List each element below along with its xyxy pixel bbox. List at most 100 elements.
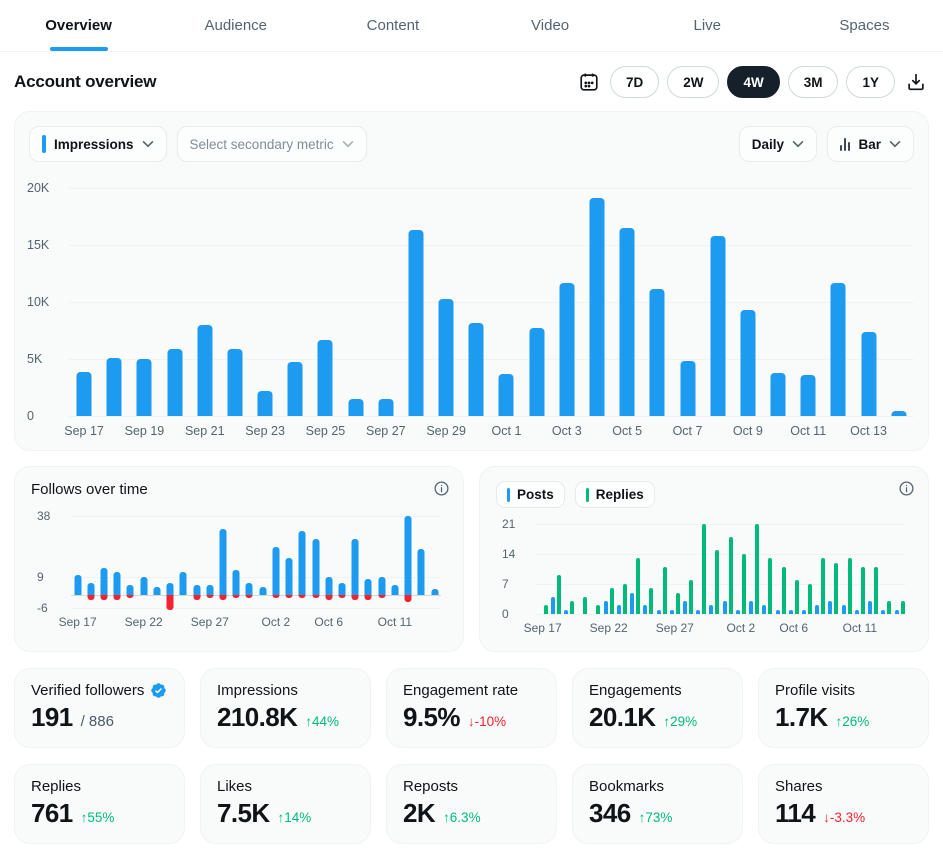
secondary-metric-select[interactable]: Select secondary metric: [177, 126, 367, 162]
posts-replies-replies-bar-oct-11[interactable]: [861, 567, 865, 614]
follows-over-time-follows-bar-sep-19[interactable]: [101, 568, 108, 595]
impressions-daily-bar-sep-24[interactable]: [288, 362, 303, 416]
impressions-daily-bar-sep-27[interactable]: [378, 399, 393, 416]
posts-replies-replies-bar-oct-12[interactable]: [874, 567, 878, 614]
tab-audience[interactable]: Audience: [157, 0, 314, 51]
follows-over-time-follows-bar-oct-14[interactable]: [431, 589, 438, 595]
impressions-daily-bar-oct-6[interactable]: [650, 289, 665, 416]
impressions-daily-bar-sep-18[interactable]: [107, 358, 122, 416]
range-2w[interactable]: 2W: [667, 66, 719, 98]
follows-over-time-unfollows-bar-oct-2[interactable]: [272, 595, 279, 597]
tab-overview[interactable]: Overview: [0, 0, 157, 51]
follows-over-time-follows-bar-sep-28[interactable]: [220, 529, 227, 596]
follows-info-button[interactable]: [433, 480, 450, 497]
posts-replies-replies-bar-oct-13[interactable]: [887, 601, 891, 614]
impressions-daily-bar-oct-10[interactable]: [771, 373, 786, 416]
follows-over-time-follows-bar-sep-29[interactable]: [233, 570, 240, 595]
impressions-daily-bar-oct-4[interactable]: [590, 198, 605, 416]
posts-replies-replies-bar-oct-5[interactable]: [782, 567, 786, 614]
posts-replies-replies-bar-oct-2[interactable]: [742, 554, 746, 614]
posts-replies-posts-bar-sep-29[interactable]: [696, 610, 700, 614]
follows-over-time-unfollows-bar-sep-28[interactable]: [220, 595, 227, 599]
follows-over-time-unfollows-bar-oct-9[interactable]: [365, 595, 372, 599]
follows-over-time-follows-bar-sep-26[interactable]: [193, 585, 200, 595]
follows-over-time-follows-bar-sep-24[interactable]: [167, 583, 174, 596]
tab-content[interactable]: Content: [314, 0, 471, 51]
impressions-daily-bar-sep-28[interactable]: [408, 230, 423, 416]
follows-over-time-follows-bar-sep-17[interactable]: [74, 575, 81, 596]
legend-chip-replies[interactable]: Replies: [575, 481, 655, 508]
follows-over-time-follows-bar-oct-5[interactable]: [312, 539, 319, 595]
follows-over-time-follows-bar-sep-23[interactable]: [153, 587, 160, 595]
posts-replies-replies-bar-sep-29[interactable]: [702, 524, 706, 614]
legend-chip-posts[interactable]: Posts: [496, 481, 565, 508]
follows-over-time-unfollows-bar-oct-7[interactable]: [338, 595, 345, 597]
range-7d[interactable]: 7D: [610, 66, 659, 98]
follows-over-time-follows-bar-oct-6[interactable]: [325, 577, 332, 596]
follows-over-time-unfollows-bar-sep-18[interactable]: [87, 595, 94, 599]
posts-replies-posts-bar-sep-28[interactable]: [683, 601, 687, 614]
posts-replies-posts-bar-sep-18[interactable]: [551, 597, 555, 614]
follows-over-time-unfollows-bar-sep-20[interactable]: [114, 595, 121, 599]
impressions-daily-bar-oct-11[interactable]: [801, 375, 816, 416]
posts-replies-replies-bar-sep-22[interactable]: [610, 588, 614, 614]
posts-replies-replies-bar-sep-19[interactable]: [570, 601, 574, 614]
posts-replies-posts-bar-oct-12[interactable]: [868, 601, 872, 614]
posts-replies-replies-bar-oct-7[interactable]: [808, 584, 812, 614]
posts-replies-posts-bar-sep-25[interactable]: [643, 605, 647, 614]
impressions-daily-bar-sep-26[interactable]: [348, 399, 363, 416]
posts-replies-posts-bar-sep-23[interactable]: [617, 605, 621, 614]
impressions-daily-bar-oct-2[interactable]: [529, 328, 544, 416]
posts-replies-replies-bar-oct-8[interactable]: [821, 558, 825, 614]
posts-replies-posts-bar-oct-6[interactable]: [789, 610, 793, 614]
posts-replies-posts-bar-sep-27[interactable]: [670, 610, 674, 614]
tab-video[interactable]: Video: [472, 0, 629, 51]
primary-metric-select[interactable]: Impressions: [29, 126, 167, 162]
impressions-daily-bar-sep-20[interactable]: [167, 349, 182, 416]
impressions-daily-bar-oct-9[interactable]: [740, 310, 755, 416]
follows-over-time-unfollows-bar-oct-5[interactable]: [312, 595, 319, 597]
follows-over-time-follows-bar-oct-7[interactable]: [338, 583, 345, 596]
calendar-button[interactable]: [576, 69, 602, 95]
range-4w[interactable]: 4W: [727, 66, 779, 98]
posts-replies-posts-bar-sep-19[interactable]: [564, 610, 568, 614]
follows-over-time-follows-bar-oct-9[interactable]: [365, 579, 372, 596]
follows-over-time-unfollows-bar-oct-8[interactable]: [352, 595, 359, 599]
follows-over-time-follows-bar-sep-21[interactable]: [127, 585, 134, 595]
impressions-daily-bar-oct-7[interactable]: [680, 361, 695, 416]
follows-over-time-follows-bar-sep-18[interactable]: [87, 583, 94, 596]
chart-type-select[interactable]: Bar: [827, 126, 914, 162]
posts-replies-replies-bar-oct-9[interactable]: [834, 563, 838, 614]
impressions-daily-bar-oct-3[interactable]: [559, 283, 574, 416]
posts-replies-posts-bar-oct-5[interactable]: [776, 610, 780, 614]
follows-over-time-follows-bar-sep-27[interactable]: [206, 585, 213, 595]
posts-replies-replies-bar-oct-4[interactable]: [768, 558, 772, 614]
follows-over-time-unfollows-bar-oct-12[interactable]: [405, 595, 412, 601]
posts-replies-replies-bar-sep-30[interactable]: [715, 550, 719, 614]
follows-over-time-unfollows-bar-oct-10[interactable]: [378, 595, 385, 597]
posts-replies-replies-bar-oct-1[interactable]: [729, 537, 733, 614]
range-3m[interactable]: 3M: [788, 66, 839, 98]
posts-replies-posts-bar-oct-9[interactable]: [828, 601, 832, 614]
impressions-daily-bar-oct-13[interactable]: [861, 332, 876, 416]
interval-select[interactable]: Daily: [739, 126, 817, 162]
posts-replies-replies-bar-sep-26[interactable]: [663, 567, 667, 614]
follows-over-time-follows-bar-oct-10[interactable]: [378, 577, 385, 596]
follows-over-time-unfollows-bar-oct-6[interactable]: [325, 595, 332, 599]
impressions-daily-bar-sep-30[interactable]: [469, 323, 484, 416]
posts-replies-posts-bar-oct-3[interactable]: [749, 601, 753, 614]
impressions-daily-bar-oct-8[interactable]: [710, 236, 725, 416]
follows-over-time-unfollows-bar-sep-19[interactable]: [101, 595, 108, 599]
posts-replies-posts-bar-oct-1[interactable]: [723, 601, 727, 614]
posts-replies-replies-bar-sep-25[interactable]: [649, 588, 653, 614]
follows-over-time-follows-bar-oct-4[interactable]: [299, 531, 306, 596]
impressions-daily-bar-oct-5[interactable]: [620, 228, 635, 416]
posts-replies-replies-bar-sep-24[interactable]: [636, 558, 640, 614]
tab-live[interactable]: Live: [629, 0, 786, 51]
posts-replies-posts-bar-sep-24[interactable]: [630, 593, 634, 614]
posts-replies-posts-bar-oct-13[interactable]: [881, 610, 885, 614]
follows-over-time-unfollows-bar-sep-21[interactable]: [127, 595, 134, 597]
posts-replies-replies-bar-sep-18[interactable]: [557, 575, 561, 614]
tab-spaces[interactable]: Spaces: [786, 0, 943, 51]
range-1y[interactable]: 1Y: [846, 66, 895, 98]
